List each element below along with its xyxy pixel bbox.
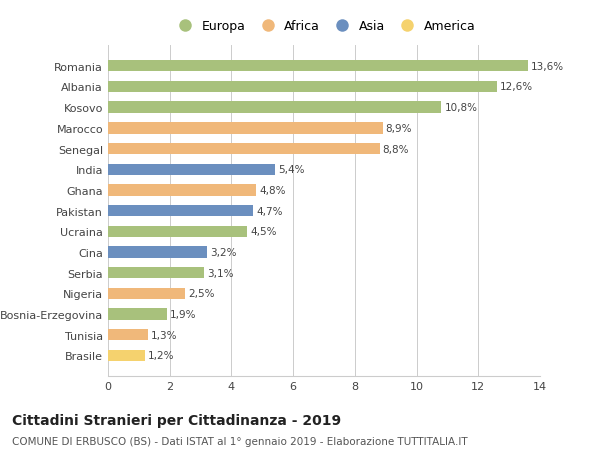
Text: 5,4%: 5,4% — [278, 165, 304, 175]
Text: 2,5%: 2,5% — [188, 289, 215, 299]
Text: 3,1%: 3,1% — [207, 268, 233, 278]
Text: 8,9%: 8,9% — [386, 123, 412, 134]
Bar — [108, 185, 256, 196]
Bar — [108, 102, 441, 113]
Text: 3,2%: 3,2% — [210, 247, 236, 257]
Text: 4,5%: 4,5% — [250, 227, 277, 237]
Text: 10,8%: 10,8% — [445, 103, 478, 113]
Text: 1,2%: 1,2% — [148, 351, 175, 361]
Bar — [108, 82, 497, 93]
Bar — [108, 164, 275, 175]
Bar — [108, 350, 145, 361]
Bar — [108, 268, 203, 279]
Text: 4,7%: 4,7% — [256, 206, 283, 216]
Bar — [108, 226, 247, 237]
Bar — [108, 288, 185, 299]
Text: 1,3%: 1,3% — [151, 330, 178, 340]
Text: COMUNE DI ERBUSCO (BS) - Dati ISTAT al 1° gennaio 2019 - Elaborazione TUTTITALIA: COMUNE DI ERBUSCO (BS) - Dati ISTAT al 1… — [12, 436, 467, 446]
Bar — [108, 309, 167, 320]
Bar — [108, 123, 383, 134]
Text: Cittadini Stranieri per Cittadinanza - 2019: Cittadini Stranieri per Cittadinanza - 2… — [12, 413, 341, 427]
Bar — [108, 206, 253, 217]
Bar — [108, 330, 148, 341]
Text: 12,6%: 12,6% — [500, 82, 533, 92]
Legend: Europa, Africa, Asia, America: Europa, Africa, Asia, America — [173, 20, 475, 33]
Bar — [108, 247, 207, 258]
Text: 8,8%: 8,8% — [383, 144, 409, 154]
Text: 13,6%: 13,6% — [531, 62, 564, 72]
Text: 1,9%: 1,9% — [170, 309, 196, 319]
Text: 4,8%: 4,8% — [259, 185, 286, 196]
Bar — [108, 144, 380, 155]
Bar — [108, 61, 527, 72]
